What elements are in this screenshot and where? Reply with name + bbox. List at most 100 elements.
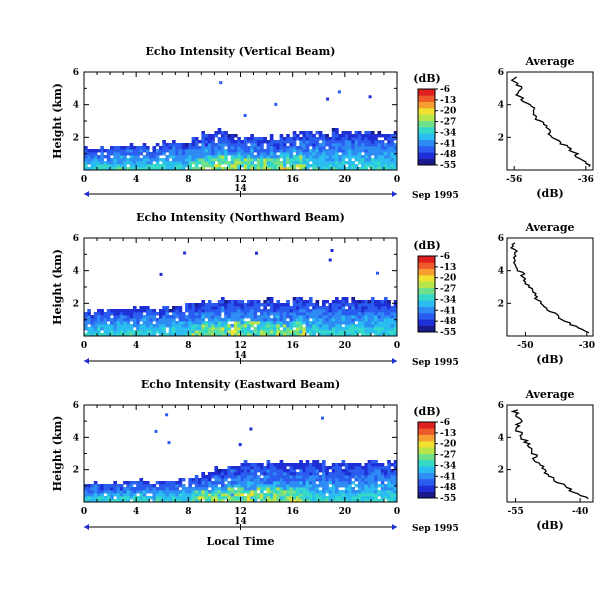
heatmap-cell [274, 102, 278, 106]
profile-y-tick-label: 4 [498, 267, 504, 277]
heatmap-cell [97, 309, 101, 313]
heatmap-cell [243, 315, 248, 319]
heatmap-cell [305, 300, 310, 304]
heatmap-cell [318, 152, 323, 156]
heatmap-cell [380, 149, 385, 153]
heatmap-cell [194, 164, 199, 168]
heatmap-cell [328, 143, 333, 147]
heatmap-cell [145, 149, 150, 153]
heatmap-cell [178, 164, 183, 168]
heatmap-cell [364, 134, 369, 138]
heatmap-cell [211, 493, 215, 497]
heatmap-cell [295, 303, 300, 307]
heatmap-cell [247, 303, 251, 307]
heatmap-cell [204, 481, 209, 485]
heatmap-cell [377, 140, 382, 144]
heatmap-cell [227, 324, 232, 328]
heatmap-cell [155, 161, 160, 165]
heatmap-cell [100, 484, 104, 488]
heatmap-cell [106, 330, 111, 334]
colorbar-tick-label: -27 [440, 118, 456, 128]
heatmap-cell [178, 146, 183, 150]
heatmap-cell [341, 496, 346, 500]
heatmap-cell [335, 481, 339, 485]
heatmap-cell [295, 137, 300, 141]
heatmap-cell [357, 496, 362, 500]
colorbar-segment [418, 479, 435, 486]
heatmap-cell [260, 318, 264, 322]
heatmap-cell [106, 490, 111, 494]
heatmap-cell [328, 306, 333, 310]
heatmap-cell [348, 490, 352, 494]
heatmap-cell [113, 315, 117, 319]
heatmap-cell [367, 312, 372, 316]
heatmap-cell [341, 158, 346, 162]
heatmap-cell [100, 152, 104, 156]
colorbar-segment [418, 485, 435, 492]
heatmap-cell [136, 330, 140, 334]
heatmap-cell [282, 496, 287, 500]
heatmap-cell [243, 475, 248, 479]
heatmap-cell [165, 318, 170, 322]
heatmap-cell [354, 137, 359, 141]
heatmap-cell [367, 318, 372, 322]
heatmap-cell [132, 318, 137, 322]
heatmap-cell [286, 134, 290, 138]
heatmap-cell [380, 324, 385, 328]
heatmap-cell [152, 149, 157, 153]
heatmap-cell [227, 300, 232, 304]
heatmap-cell [322, 324, 326, 328]
heatmap-cell [185, 164, 189, 168]
heatmap-cell [364, 149, 369, 153]
heatmap-cell [276, 481, 281, 485]
heatmap-cell [351, 146, 356, 150]
heatmap-cell [113, 321, 117, 325]
heatmap-cell [214, 158, 219, 162]
heatmap-cell [295, 487, 300, 491]
heatmap-cell [295, 463, 300, 467]
heatmap-cell [198, 490, 202, 494]
heatmap-cell [322, 475, 326, 479]
x-tick-label: 0 [394, 507, 400, 517]
heatmap-cell [357, 312, 362, 316]
heatmap-cell [172, 315, 176, 319]
heatmap-cell [132, 306, 137, 310]
heatmap-cell [279, 164, 284, 168]
heatmap-cell [194, 318, 199, 322]
heatmap-cell [348, 312, 352, 316]
heatmap-cell [325, 487, 329, 491]
heatmap-cell [279, 324, 284, 328]
heatmap-cell [331, 134, 336, 138]
heatmap-cell [106, 493, 111, 497]
profile-y-tick-label: 2 [498, 133, 504, 143]
heatmap-cell [106, 155, 111, 159]
heatmap-cell [364, 469, 369, 473]
heatmap-cell [175, 315, 179, 319]
heatmap-cell [377, 466, 382, 470]
heatmap-cell [155, 164, 160, 168]
heatmap-cell [145, 333, 150, 337]
heatmap-cell [217, 143, 222, 147]
heatmap-cell [230, 324, 235, 328]
heatmap-cell [224, 152, 228, 156]
heatmap-cell [155, 155, 160, 159]
heatmap-cell [201, 131, 206, 135]
heatmap-cell [305, 478, 310, 482]
heatmap-cell [250, 167, 254, 171]
heatmap-cell [116, 321, 121, 325]
heatmap-cell [211, 134, 215, 138]
heatmap-cell [227, 469, 232, 473]
heatmap-cell [162, 309, 166, 313]
heatmap-cell [194, 152, 199, 156]
heatmap-cell [191, 158, 196, 162]
colorbar-tick-label: -55 [440, 328, 456, 338]
heatmap-cell [185, 318, 189, 322]
heatmap-cell [142, 143, 147, 147]
heatmap-cell [237, 321, 241, 325]
heatmap-cell [224, 475, 228, 479]
heatmap-cell [302, 164, 307, 168]
heatmap-cell [338, 327, 342, 331]
heatmap-cell [299, 475, 303, 479]
heatmap-cell [247, 152, 251, 156]
heatmap-cell [299, 499, 303, 503]
